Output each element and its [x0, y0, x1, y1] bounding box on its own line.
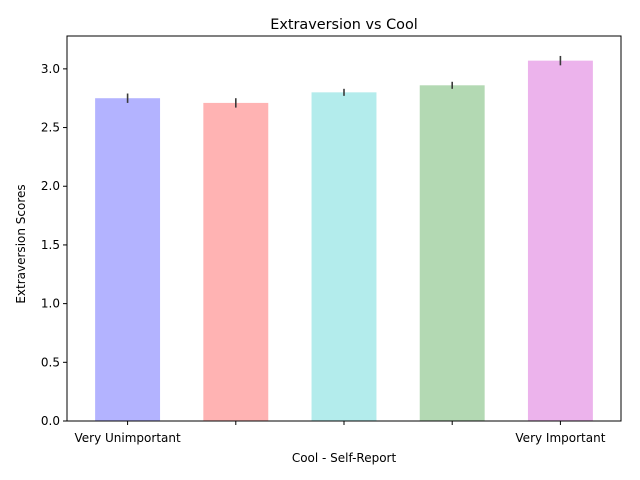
y-tick-label-6: 3.0 — [41, 62, 60, 76]
bar-1 — [203, 102, 269, 421]
chart-title: Extraversion vs Cool — [270, 17, 418, 33]
bar-0 — [95, 98, 161, 422]
bar-4 — [527, 60, 593, 422]
y-tick-label-3: 1.5 — [41, 238, 60, 252]
ticks-layer: 0.0 0.5 1.0 1.5 2.0 2.5 3.0 Very Unimportant Ver… — [41, 62, 606, 445]
bars-layer — [95, 60, 593, 422]
x-axis-label: Cool - Self-Report — [292, 451, 397, 465]
error-bars-layer — [126, 55, 562, 108]
y-tick-label-4: 2.0 — [41, 179, 60, 193]
bar-2 — [311, 92, 377, 421]
y-axis-label: Extraversion Scores — [14, 184, 28, 303]
y-tick-label-2: 1.0 — [41, 297, 60, 311]
x-tick-label-0: Very Unimportant — [75, 431, 181, 445]
x-tick-label-4: Very Important — [515, 431, 605, 445]
y-tick-label-1: 0.5 — [41, 355, 60, 369]
y-tick-label-0: 0.0 — [41, 414, 60, 428]
bar-3 — [419, 85, 485, 422]
y-tick-label-5: 2.5 — [41, 121, 60, 135]
